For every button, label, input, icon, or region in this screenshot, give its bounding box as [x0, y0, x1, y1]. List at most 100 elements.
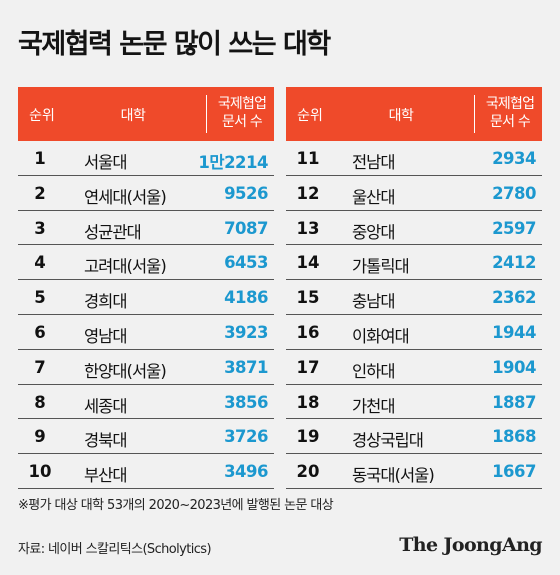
ranking-table-right: 순위 대학 국제협업 문서 수 11 전남대 2934 12 울산대 2780 13 중앙대 2…	[286, 87, 542, 489]
paper-count-cell: 1944	[492, 322, 536, 342]
university-cell: 경희대	[84, 292, 128, 312]
paper-count-cell: 3726	[224, 427, 268, 447]
paper-count-cell: 1904	[492, 357, 536, 377]
rank-cell: 15	[296, 288, 320, 308]
header-divider	[474, 95, 475, 133]
table-row: 6 영남대 3923	[18, 315, 274, 350]
rank-cell: 2	[34, 183, 46, 203]
rank-cell: 3	[34, 218, 46, 238]
table-row: 5 경희대 4186	[18, 280, 274, 315]
table-row: 14 가톨릭대 2412	[286, 245, 542, 281]
rank-cell: 13	[296, 218, 320, 238]
table-row: 1 서울대 1만2214	[18, 141, 274, 176]
paper-count-cell: 2362	[492, 288, 536, 308]
table-row: 17 인하대 1904	[286, 350, 542, 385]
paper-count-cell: 9526	[224, 183, 268, 203]
table-row: 18 가천대 1887	[286, 385, 542, 420]
university-cell: 고려대(서울)	[84, 257, 167, 277]
university-cell: 경북대	[84, 431, 128, 451]
university-cell: 울산대	[352, 187, 396, 207]
table-row: 8 세종대 3856	[18, 385, 274, 420]
university-cell: 성균관대	[84, 222, 142, 242]
paper-count-cell: 6453	[224, 253, 268, 273]
header-divider	[206, 95, 207, 133]
table-row: 9 경북대 3726	[18, 419, 274, 455]
header-university: 대학	[388, 108, 414, 124]
university-cell: 한양대(서울)	[84, 361, 167, 381]
rank-cell: 12	[296, 183, 320, 203]
rank-cell: 8	[34, 392, 46, 412]
university-cell: 가톨릭대	[352, 257, 410, 277]
table-row: 12 울산대 2780	[286, 176, 542, 211]
paper-count-cell: 3856	[224, 392, 268, 412]
rank-cell: 14	[296, 253, 320, 273]
paper-count-cell: 2780	[492, 183, 536, 203]
table-row: 15 충남대 2362	[286, 280, 542, 315]
university-cell: 세종대	[84, 396, 128, 416]
table-row: 20 동국대(서울) 1667	[286, 454, 542, 489]
header-rank: 순위	[297, 108, 323, 124]
rank-cell: 16	[296, 322, 320, 342]
university-cell: 이화여대	[352, 326, 410, 346]
paper-count-cell: 1868	[492, 427, 536, 447]
university-cell: 중앙대	[352, 222, 396, 242]
table-row: 7 한양대(서울) 3871	[18, 350, 274, 385]
university-cell: 연세대(서울)	[84, 187, 167, 207]
brand-logo: The JoongAng	[399, 534, 542, 556]
table-row: 3 성균관대 7087	[18, 211, 274, 246]
table-row: 2 연세대(서울) 9526	[18, 176, 274, 211]
header-count-line2: 문서 수	[222, 114, 263, 130]
paper-count-cell: 2934	[492, 149, 536, 168]
table-row: 4 고려대(서울) 6453	[18, 245, 274, 281]
table-header: 순위 대학 국제협업 문서 수	[18, 87, 274, 141]
header-paper-count: 국제협업 문서 수	[478, 95, 542, 131]
university-cell: 충남대	[352, 292, 396, 312]
paper-count-cell: 2597	[492, 218, 536, 238]
header-university: 대학	[120, 108, 146, 124]
header-count-line1: 국제협업	[217, 96, 267, 112]
header-count-line2: 문서 수	[490, 114, 531, 130]
paper-count-cell: 3496	[224, 462, 268, 482]
table-row: 11 전남대 2934	[286, 141, 542, 176]
rank-cell: 6	[34, 322, 46, 342]
table-row: 10 부산대 3496	[18, 454, 274, 489]
table-header: 순위 대학 국제협업 문서 수	[286, 87, 542, 141]
rank-cell: 4	[34, 253, 46, 273]
rank-cell: 20	[296, 462, 320, 482]
header-rank: 순위	[29, 108, 55, 124]
page-title: 국제협력 논문 많이 쓰는 대학	[18, 29, 331, 60]
university-cell: 인하대	[352, 361, 396, 381]
table-body: 11 전남대 2934 12 울산대 2780 13 중앙대 2597 14 가톨릭대 2412 15 충…	[286, 141, 542, 489]
paper-count-cell: 2412	[492, 253, 536, 273]
university-cell: 동국대(서울)	[352, 466, 435, 486]
table-row: 13 중앙대 2597	[286, 211, 542, 246]
paper-count-cell: 3923	[224, 322, 268, 342]
rank-cell: 19	[296, 427, 320, 447]
ranking-table-left: 순위 대학 국제협업 문서 수 1 서울대 1만2214 2 연세대(서울) 9526 3 성…	[18, 87, 274, 489]
source-credit: 자료: 네이버 스칼리틱스(Scholytics)	[18, 542, 212, 557]
paper-count-cell: 7087	[224, 218, 268, 238]
rank-cell: 1	[34, 149, 46, 168]
university-cell: 부산대	[84, 466, 128, 486]
table-row: 19 경상국립대 1868	[286, 419, 542, 455]
rank-cell: 18	[296, 392, 320, 412]
university-cell: 전남대	[352, 153, 396, 172]
header-paper-count: 국제협업 문서 수	[210, 95, 274, 131]
paper-count-cell: 1만2214	[198, 153, 268, 172]
rank-cell: 17	[296, 357, 320, 377]
footnote: ※평가 대상 대학 53개의 2020~2023년에 발행된 논문 대상	[18, 498, 334, 513]
paper-count-cell: 3871	[224, 357, 268, 377]
table-row: 16 이화여대 1944	[286, 315, 542, 350]
paper-count-cell: 4186	[224, 288, 268, 308]
university-cell: 영남대	[84, 326, 128, 346]
paper-count-cell: 1667	[492, 462, 536, 482]
rank-cell: 10	[28, 462, 52, 482]
university-cell: 경상국립대	[352, 431, 424, 451]
rank-cell: 9	[34, 427, 46, 447]
rank-cell: 7	[34, 357, 46, 377]
university-cell: 가천대	[352, 396, 396, 416]
paper-count-cell: 1887	[492, 392, 536, 412]
table-body: 1 서울대 1만2214 2 연세대(서울) 9526 3 성균관대 7087 4 고려대(서울) 6…	[18, 141, 274, 489]
rank-cell: 5	[34, 288, 46, 308]
header-count-line1: 국제협업	[485, 96, 535, 112]
